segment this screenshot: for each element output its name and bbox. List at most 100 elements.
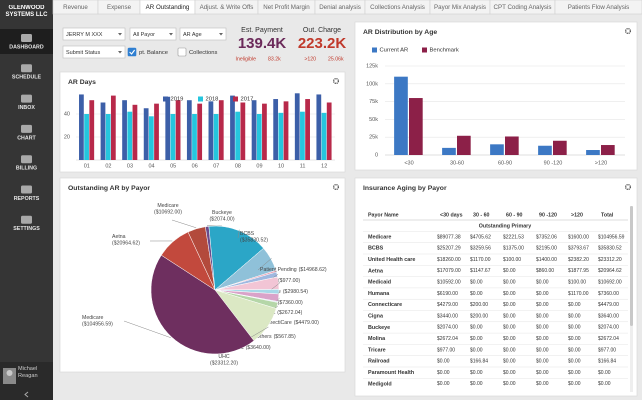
table-cell: $0.00 — [503, 381, 516, 387]
legend-swatch — [372, 47, 377, 53]
table-cell: $0.00 — [568, 336, 581, 342]
leader-line — [171, 219, 197, 229]
nav-item[interactable]: REPORTS — [14, 185, 40, 202]
tab[interactable]: Collections Analysis — [364, 0, 431, 15]
table-header: Payor Name — [368, 212, 399, 218]
panel-title: Outstanding AR by Payor — [68, 185, 150, 192]
payor-name: Paramount Health — [368, 370, 414, 376]
tab[interactable]: Adjust. & Write Offs — [194, 0, 259, 15]
kpi-sub-label: >120 — [304, 56, 316, 62]
table-cell: $104956.59 — [598, 234, 625, 240]
pie-label-name: Medicare — [157, 203, 178, 209]
checkbox-box — [127, 47, 137, 57]
select[interactable]: JERRY M XXX — [62, 27, 126, 41]
tab[interactable]: Expense — [97, 0, 141, 15]
bar — [305, 99, 310, 160]
x-tick-label: 02 — [105, 163, 111, 169]
nav-item[interactable]: DASHBOARD — [0, 29, 53, 54]
checkbox[interactable]: Collections — [177, 47, 217, 57]
tab-bg — [554, 0, 642, 15]
table-cell: $17079.00 — [437, 268, 461, 274]
bar — [321, 112, 327, 160]
payor-name: Aetna — [368, 268, 384, 274]
nav-item[interactable]: SETTINGS — [13, 215, 40, 232]
table-cell: $7352.06 — [536, 234, 557, 240]
select[interactable]: AR Age — [179, 27, 227, 41]
collapse-arrow[interactable] — [24, 391, 29, 398]
panel-title: Insurance Aging by Payor — [363, 185, 447, 192]
bar — [326, 102, 332, 160]
legend-item: 2017 — [233, 96, 253, 103]
table-cell: $100.00 — [568, 280, 586, 286]
bar — [278, 112, 284, 160]
nav-icon — [21, 185, 32, 194]
legend-label: Current AR — [380, 48, 409, 54]
scrollbar-thumb[interactable] — [630, 206, 633, 326]
gear-icon — [624, 183, 632, 191]
tab[interactable]: Net Profit Margin — [257, 0, 316, 15]
bar — [273, 99, 279, 160]
kpi-sub-label: Ineligible — [236, 56, 257, 62]
panel-settings[interactable] — [332, 183, 340, 191]
y-tick-label: 100k — [366, 81, 378, 87]
pie-label-value: ($23312.20) — [210, 361, 238, 367]
tab[interactable]: CPT Coding Analysis — [489, 0, 556, 15]
bar — [457, 135, 471, 155]
nav-icon — [21, 155, 32, 164]
bar — [230, 95, 235, 160]
y-tick-label: 50k — [369, 117, 378, 123]
panel-title: AR Days — [68, 79, 96, 86]
bar — [186, 100, 192, 160]
bar — [586, 150, 600, 155]
table-cell: $166.84 — [598, 359, 616, 365]
bar — [192, 114, 197, 160]
tab-label: Payor Mix Analysis — [434, 4, 486, 11]
bar — [84, 114, 89, 160]
nav-item[interactable]: CHART — [17, 124, 37, 141]
checkbox[interactable]: pt. Balance — [127, 47, 168, 57]
panel-settings[interactable] — [624, 27, 632, 35]
tab-label: Collections Analysis — [370, 4, 425, 11]
bar — [132, 104, 138, 160]
table-cell: $0.00 — [503, 291, 516, 297]
nav-label: BILLING — [16, 166, 37, 172]
gear-icon — [624, 27, 632, 35]
bar — [165, 96, 171, 160]
panel-settings[interactable] — [332, 77, 340, 85]
table-cell: $0.00 — [536, 347, 549, 353]
table-cell: $0.00 — [503, 347, 516, 353]
table-cell: $4705.62 — [470, 234, 491, 240]
select-caret — [118, 33, 122, 36]
legend-swatch — [233, 96, 238, 102]
checkbox-box — [177, 47, 187, 57]
tab-label: Adjust. & Write Offs — [200, 4, 254, 11]
tab[interactable]: Payor Mix Analysis — [429, 0, 491, 15]
tab[interactable]: Patients Flow Analysis — [554, 0, 642, 15]
table-cell: $10592.00 — [437, 280, 461, 286]
tab[interactable]: Revenue — [52, 0, 99, 15]
panel-settings[interactable] — [624, 183, 632, 191]
select[interactable]: Submit Status — [62, 45, 126, 59]
table-cell: $0.00 — [536, 280, 549, 286]
tab[interactable]: AR Outstanding — [139, 0, 196, 15]
pie-label: Others ($567.85) — [256, 334, 296, 340]
nav-item[interactable]: BILLING — [16, 155, 37, 172]
select[interactable]: All Payor — [129, 27, 177, 41]
x-tick-label: 12 — [321, 163, 327, 169]
tab-label: Denial analysis — [319, 4, 361, 11]
tab[interactable]: Denial analysis — [314, 0, 366, 15]
panel-title: AR Distribution by Age — [363, 29, 437, 36]
nav-item[interactable]: INBOX — [18, 94, 35, 111]
nav-item[interactable]: SCHEDULE — [12, 64, 42, 81]
table-cell: $0.00 — [568, 359, 581, 365]
x-tick-label: 11 — [300, 163, 306, 169]
gear-icon — [332, 77, 340, 85]
select-box — [62, 27, 126, 41]
pie-label-name: Patient Pending — [260, 267, 297, 273]
select-box — [62, 45, 126, 59]
nav-icon — [21, 215, 32, 224]
x-tick-label: 03 — [127, 163, 133, 169]
table-cell: $1600.00 — [568, 234, 589, 240]
bar — [490, 144, 504, 155]
table-cell: $0.00 — [536, 291, 549, 297]
